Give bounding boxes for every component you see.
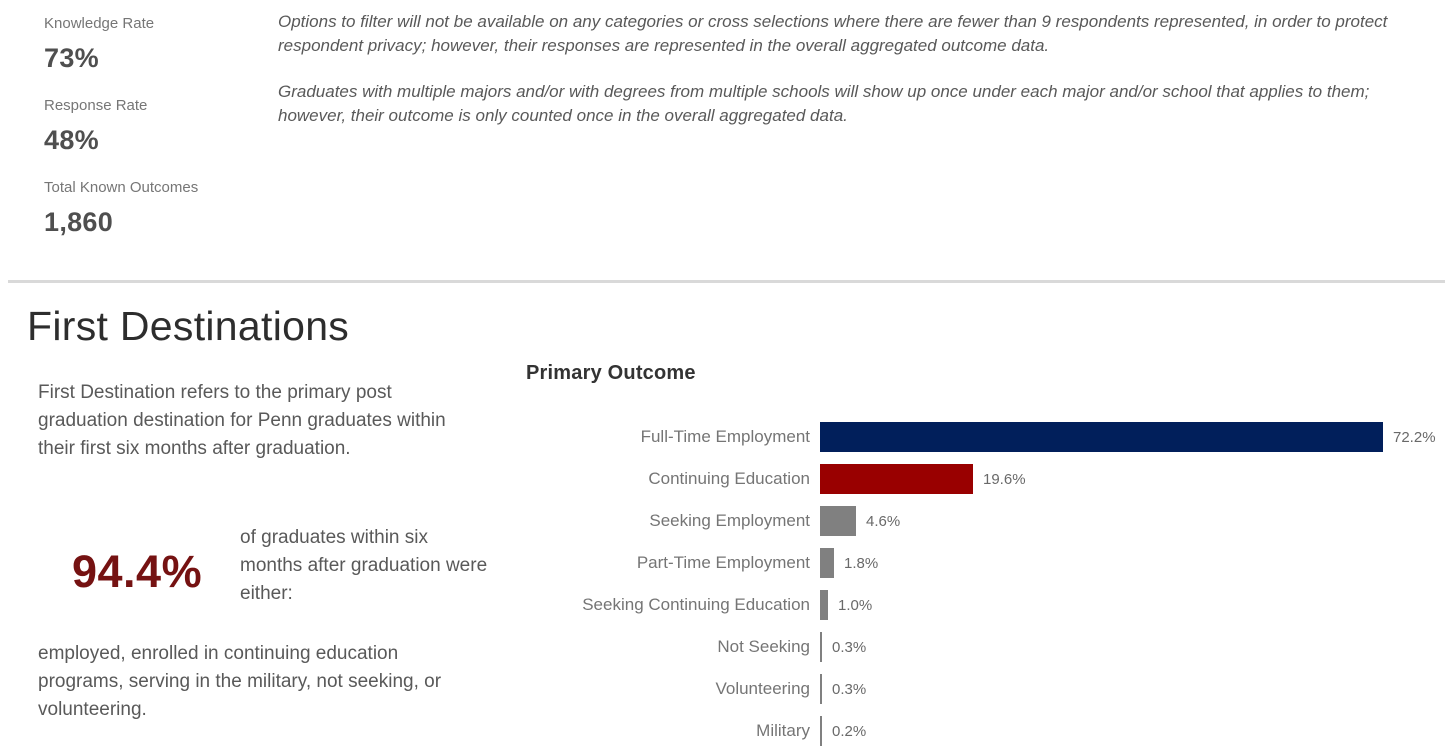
- kpi-value: 73%: [44, 43, 99, 73]
- chart-row: Not Seeking 0.3%: [520, 626, 1436, 668]
- kpi-value: 48%: [44, 125, 99, 155]
- bar-volunteering[interactable]: [820, 674, 822, 704]
- kpi-knowledge-rate[interactable]: Knowledge Rate 73%: [44, 14, 198, 74]
- category-label: Part-Time Employment: [636, 553, 810, 572]
- chart-row: Seeking Continuing Education 1.0%: [520, 584, 1436, 626]
- bar-track: 72.2%: [820, 422, 1436, 452]
- kpi-label: Response Rate: [44, 97, 148, 114]
- chart-row: Seeking Employment 4.6%: [520, 500, 1436, 542]
- value-label: 0.2%: [832, 722, 867, 740]
- highlight-caption: of graduates within six months after gra…: [240, 527, 488, 604]
- kpi-response-rate[interactable]: Response Rate 48%: [44, 96, 198, 156]
- bar-seeking-continuing-education[interactable]: [820, 590, 828, 620]
- value-label: 4.6%: [866, 512, 901, 530]
- category-label: Seeking Continuing Education: [582, 595, 810, 614]
- bar-seeking-employment[interactable]: [820, 506, 856, 536]
- bar-continuing-education[interactable]: [820, 464, 973, 494]
- bar-track: 0.3%: [820, 632, 866, 662]
- bar-track: 4.6%: [820, 506, 900, 536]
- value-label: 72.2%: [1393, 428, 1436, 446]
- value-label: 1.0%: [838, 596, 873, 614]
- category-label: Continuing Education: [648, 469, 810, 488]
- page-title: First Destinations: [27, 303, 350, 349]
- kpi-value: 1,860: [44, 207, 114, 237]
- first-destination-description: First Destination refers to the primary …: [38, 382, 446, 459]
- category-label: Military: [756, 721, 810, 740]
- category-label: Full-Time Employment: [640, 427, 810, 446]
- kpi-label: Total Known Outcomes: [44, 179, 199, 196]
- value-label: 0.3%: [832, 680, 867, 698]
- chart-row: Military 0.2%: [520, 710, 1436, 752]
- category-label: Seeking Employment: [649, 511, 810, 530]
- value-label: 1.8%: [844, 554, 879, 572]
- bar-part-time-employment[interactable]: [820, 548, 834, 578]
- chart-title: Primary Outcome: [526, 362, 696, 384]
- disclaimer-paragraph-multiple-majors: Graduates with multiple majors and/or wi…: [278, 82, 1370, 125]
- kpi-stats: Knowledge Rate 73% Response Rate 48% Tot…: [44, 14, 198, 260]
- kpi-total-known-outcomes[interactable]: Total Known Outcomes 1,860: [44, 178, 198, 238]
- bar-track: 19.6%: [820, 464, 1026, 494]
- chart-row: Part-Time Employment 1.8%: [520, 542, 1436, 584]
- bar-track: 1.0%: [820, 590, 872, 620]
- bar-track: 1.8%: [820, 548, 878, 578]
- disclaimer-notes: Options to filter will not be available …: [278, 10, 1413, 128]
- section-divider: [8, 280, 1445, 283]
- chart-row: Volunteering 0.3%: [520, 668, 1436, 710]
- chart-row: Full-Time Employment 72.2%: [520, 416, 1436, 458]
- bar-not-seeking[interactable]: [820, 632, 822, 662]
- chart-rows: Full-Time Employment 72.2% Continuing Educ…: [520, 416, 1436, 752]
- bar-track: 0.2%: [820, 716, 866, 746]
- disclaimer-paragraph-privacy: Options to filter will not be available …: [278, 12, 1388, 55]
- category-label: Not Seeking: [717, 637, 810, 656]
- highlight-percentage[interactable]: 94.4%: [72, 546, 203, 597]
- bar-track: 0.3%: [820, 674, 866, 704]
- value-label: 19.6%: [983, 470, 1026, 488]
- chart-row: Continuing Education 19.6%: [520, 458, 1436, 500]
- value-label: 0.3%: [832, 638, 867, 656]
- kpi-label: Knowledge Rate: [44, 15, 155, 32]
- bar-full-time-employment[interactable]: [820, 422, 1383, 452]
- highlight-detail: employed, enrolled in continuing educati…: [38, 643, 442, 720]
- bar-military[interactable]: [820, 716, 822, 746]
- category-label: Volunteering: [715, 679, 810, 698]
